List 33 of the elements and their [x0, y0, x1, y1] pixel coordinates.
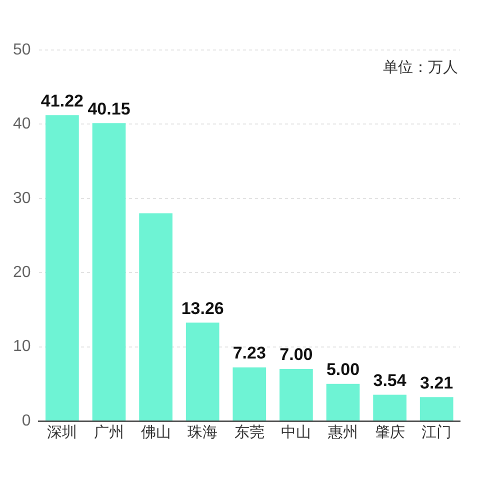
data-label: 5.00 — [326, 360, 360, 380]
data-label: 3.21 — [420, 373, 454, 392]
bar — [326, 384, 360, 420]
y-tick-label: 30 — [13, 190, 31, 207]
data-label: 41.22 — [40, 91, 84, 110]
data-label: 13.26 — [181, 298, 224, 318]
data-label: 7.00 — [280, 345, 313, 364]
bar — [373, 394, 406, 420]
x-tick-label: 深圳 — [47, 424, 78, 442]
bar — [232, 367, 266, 420]
y-tick-label: 20 — [13, 264, 31, 282]
data-label: 7.23 — [232, 344, 266, 363]
x-tick-label: 佛山 — [140, 424, 171, 442]
x-tick-label: 珠海 — [188, 424, 218, 442]
data-label: 40.15 — [88, 99, 130, 118]
x-tick-label: 惠州 — [327, 424, 358, 442]
x-tick-label: 肇庆 — [374, 424, 405, 442]
bar — [92, 123, 126, 420]
bar — [280, 369, 313, 420]
bar — [420, 397, 454, 420]
x-tick-label: 广州 — [94, 424, 124, 442]
bar — [139, 213, 172, 420]
data-label: 3.54 — [373, 370, 407, 390]
bar — [186, 322, 220, 420]
bar — [46, 115, 79, 420]
x-tick-label: 江门 — [422, 424, 452, 442]
y-tick-label: 50 — [13, 41, 31, 58]
x-tick-label: 东莞 — [234, 424, 264, 442]
y-tick-label: 0 — [22, 412, 31, 430]
x-tick-label: 中山 — [281, 424, 312, 442]
y-tick-label: 40 — [13, 116, 31, 133]
annotation: 单位：万人 — [383, 58, 458, 77]
y-tick-label: 10 — [13, 338, 31, 356]
